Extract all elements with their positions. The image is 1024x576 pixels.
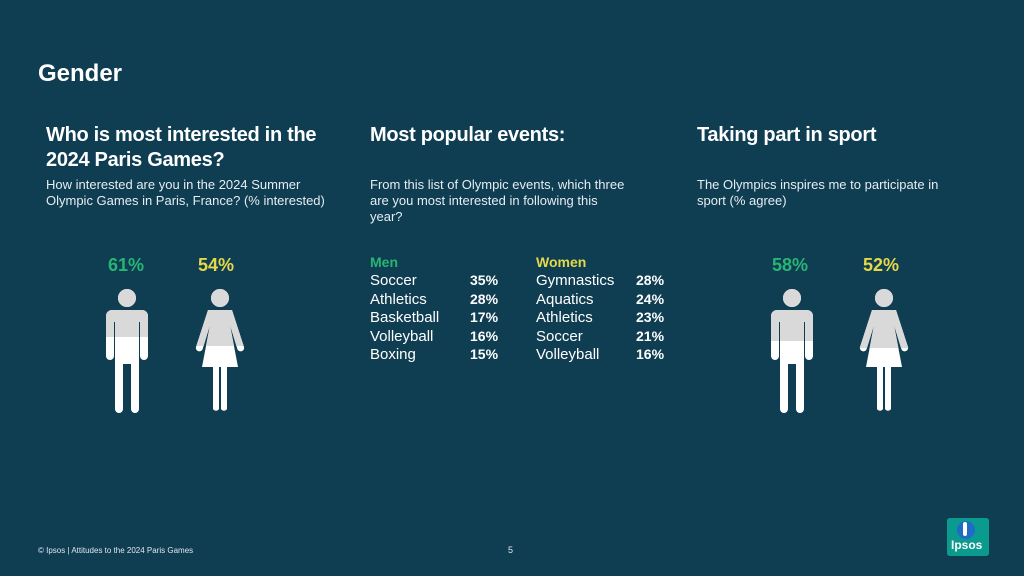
events-subtitle: From this list of Olympic events, which … — [370, 177, 624, 225]
page-title: Gender — [38, 60, 123, 87]
event-value: 17% — [470, 309, 499, 325]
events-subtitle-line: From this list of Olympic events, which … — [370, 177, 625, 192]
events-title: Most popular events: — [370, 124, 566, 146]
list-item: Gymnastics 28% — [536, 272, 664, 291]
women-events-list: Gymnastics 28% Aquatics 24% Athletics 23% S… — [536, 272, 664, 365]
interest-title-line: 2024 Paris Games? — [46, 149, 225, 171]
list-item: Soccer 21% — [536, 328, 664, 347]
event-value: 21% — [636, 327, 665, 344]
ipsos-logo: Ipsos — [947, 518, 989, 556]
men-list-heading: Men — [370, 254, 398, 270]
men-interest-percent: 61% — [108, 255, 145, 275]
event-name: Basketball — [370, 309, 440, 326]
event-value: 23% — [636, 309, 665, 325]
event-name: Athletics — [370, 290, 427, 308]
event-name: Gymnastics — [536, 272, 615, 289]
event-name: Aquatics — [536, 290, 594, 308]
events-subtitle-line: are you most interested in following thi… — [370, 193, 598, 208]
event-value: 24% — [636, 290, 665, 307]
event-name: Soccer — [370, 272, 417, 289]
sport-subtitle-line: sport (% agree) — [697, 193, 787, 208]
sport-subtitle: The Olympics inspires me to participate … — [697, 177, 938, 209]
women-interest-percent: 54% — [198, 255, 235, 275]
men-sport-percent: 58% — [772, 255, 809, 275]
event-value: 35% — [470, 272, 499, 288]
list-item: Volleyball 16% — [536, 346, 664, 365]
page-number: 5 — [508, 545, 514, 555]
man-figure-icon — [104, 289, 150, 413]
list-item: Soccer 35% — [370, 272, 498, 291]
interest-title-line: Who is most interested in the — [46, 124, 317, 146]
logo-text: Ipsos — [951, 538, 983, 552]
list-item: Athletics 28% — [370, 291, 498, 310]
woman-figure-icon — [858, 289, 910, 413]
women-sport-percent: 52% — [863, 255, 900, 275]
interest-subtitle: How interested are you in the 2024 Summe… — [46, 177, 325, 209]
list-item: Basketball 17% — [370, 309, 498, 328]
event-value: 28% — [470, 290, 499, 307]
event-value: 16% — [470, 327, 499, 344]
list-item: Aquatics 24% — [536, 291, 664, 310]
event-value: 15% — [470, 346, 499, 362]
interest-title: Who is most interested in the 2024 Paris… — [46, 123, 317, 173]
event-name: Volleyball — [370, 327, 434, 345]
event-value: 28% — [636, 272, 665, 288]
list-item: Volleyball 16% — [370, 328, 498, 347]
woman-figure-icon — [194, 289, 246, 413]
event-name: Soccer — [536, 327, 583, 345]
interest-subtitle-line: Olympic Games in Paris, France? (% inter… — [46, 193, 325, 208]
event-name: Athletics — [536, 309, 593, 326]
event-value: 16% — [636, 346, 665, 362]
list-item: Athletics 23% — [536, 309, 664, 328]
sport-subtitle-line: The Olympics inspires me to participate … — [697, 177, 939, 192]
interest-subtitle-line: How interested are you in the 2024 Summe… — [46, 177, 301, 192]
footer-text: © Ipsos | Attitudes to the 2024 Paris Ga… — [38, 546, 194, 555]
event-name: Volleyball — [536, 346, 600, 363]
list-item: Boxing 15% — [370, 346, 498, 365]
event-name: Boxing — [370, 346, 416, 363]
man-figure-icon — [769, 289, 815, 413]
women-list-heading: Women — [536, 254, 587, 270]
men-events-list: Soccer 35% Athletics 28% Basketball 17% Vol… — [370, 272, 498, 365]
events-subtitle-line: year? — [370, 209, 403, 224]
logo-mark-icon — [947, 518, 989, 556]
sport-title: Taking part in sport — [697, 124, 877, 146]
